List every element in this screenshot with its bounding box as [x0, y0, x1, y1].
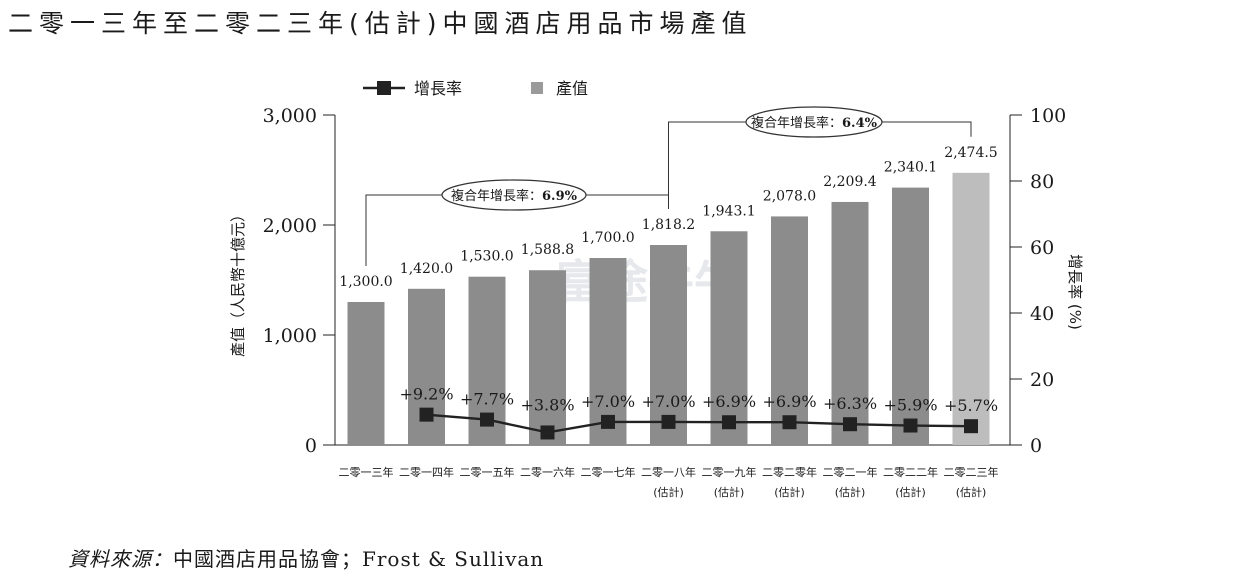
x-tick-label: 二零一三年 — [339, 465, 394, 479]
growth-point — [661, 414, 676, 429]
x-tick-label: 二零二三年 — [944, 465, 999, 479]
y-tick-label: 1,000 — [263, 325, 317, 347]
bar-value-label: 1,300.0 — [339, 274, 392, 290]
growth-label: +9.2% — [399, 385, 453, 404]
growth-line-path — [426, 413, 972, 434]
x-tick-sublabel: (估計) — [956, 485, 987, 499]
watermark-text: 富途牛牛 — [556, 255, 740, 309]
y-right-tick-label: 40 — [1030, 303, 1054, 325]
growth-point — [419, 407, 434, 422]
bar-value-label: 2,474.5 — [944, 145, 997, 161]
growth-point — [540, 425, 555, 440]
legend-marker — [377, 81, 391, 95]
x-tick-label: 二零一八年 — [641, 465, 696, 479]
x-tick-sublabel: (估計) — [895, 485, 926, 499]
y-axis-label: 產值（人民幣十億元） — [229, 207, 247, 357]
bar-value-label: 1,943.1 — [702, 203, 755, 219]
legend-value-label: 產值 — [556, 79, 588, 98]
cagr-2-ellipse — [745, 106, 883, 138]
bar — [347, 302, 385, 445]
bar-value-label: 1,818.2 — [642, 217, 695, 233]
bar-value-label: 1,420.0 — [400, 261, 453, 277]
growth-point — [722, 415, 736, 430]
cagr-annotations: 複合年增長率：6.9% 複合年增長率：6.4% — [365, 106, 972, 266]
y-tick-label: 2,000 — [263, 215, 317, 237]
growth-label: +3.8% — [520, 395, 574, 414]
x-tick-sublabel: (估計) — [714, 485, 745, 499]
growth-point — [601, 414, 615, 429]
bar-value-label: 1,700.0 — [581, 230, 634, 246]
x-tick-label: 二零二二年 — [883, 465, 938, 479]
growth-label: +6.3% — [823, 394, 877, 413]
chart: 富途牛牛 0 1,000 2,000 3,000 0 20 40 60 80 100 產值（人民幣十… — [229, 79, 1084, 499]
bar-value-label: 2,209.4 — [823, 174, 877, 190]
y-tick-label: 0 — [305, 435, 317, 457]
bar — [589, 258, 627, 445]
x-tick-label: 二零一六年 — [520, 465, 575, 479]
bar-value-label: 1,588.8 — [521, 242, 574, 258]
y-right-tick-label: 100 — [1030, 105, 1066, 127]
legend-bar-swatch — [531, 82, 543, 94]
legend-growth-label: 增長率 — [414, 79, 462, 98]
source-label: 資料來源： — [68, 547, 173, 571]
bars: 1,300.0 二零一三年 1,420.0 二零一四年 1,530.0 二零一五年 1,58… — [339, 145, 999, 499]
cagr-2-text: 複合年增長率：6.4% — [751, 115, 878, 131]
bar — [892, 187, 929, 446]
x-tick-label: 二零二零年 — [762, 465, 817, 479]
growth-point — [903, 418, 918, 433]
watermark: 富途牛牛 — [556, 255, 740, 309]
growth-point — [782, 415, 797, 430]
y-tick-label: 3,000 — [263, 105, 317, 127]
growth-label: +6.9% — [762, 392, 816, 411]
cagr-1-text: 複合年增長率：6.9% — [451, 188, 578, 204]
growth-point — [964, 419, 978, 434]
bar-value-label: 2,078.0 — [763, 188, 816, 204]
growth-point — [843, 417, 857, 432]
bar — [952, 172, 990, 445]
growth-label: +5.9% — [883, 396, 937, 415]
bar-value-label: 2,340.1 — [884, 160, 937, 176]
x-tick-label: 二零二一年 — [823, 465, 878, 479]
growth-line: +9.2% +7.7% +3.8% +7.0% +7.0% +6.9% +6.9% +6.3%… — [399, 385, 998, 440]
growth-label: +5.7% — [944, 396, 998, 415]
x-tick-label: 二零一七年 — [581, 465, 636, 479]
y-right-tick-label: 0 — [1030, 435, 1042, 457]
bar — [710, 231, 748, 445]
axes: 0 1,000 2,000 3,000 0 20 40 60 80 100 產值（人民幣十億元） 增長… — [229, 105, 1084, 457]
bar — [771, 216, 808, 445]
growth-point — [480, 412, 494, 427]
x-tick-sublabel: (估計) — [835, 485, 866, 499]
bar-value-label: 1,530.0 — [460, 249, 513, 265]
legend: 增長率 產值 — [363, 79, 588, 98]
growth-label: +7.0% — [641, 392, 695, 411]
x-tick-label: 二零一四年 — [399, 465, 454, 479]
cagr-1-ellipse — [441, 179, 587, 211]
x-tick-sublabel: (估計) — [774, 485, 805, 499]
growth-label: +7.7% — [460, 390, 514, 409]
y-right-axis-label: 增長率 (%) — [1066, 254, 1084, 330]
x-tick-label: 二零一五年 — [460, 465, 515, 479]
bar — [650, 244, 687, 445]
y-right-tick-label: 20 — [1030, 369, 1054, 391]
source-text: 中國酒店用品協會；Frost & Sullivan — [173, 547, 545, 571]
y-right-tick-label: 60 — [1030, 237, 1054, 259]
growth-label: +7.0% — [581, 392, 635, 411]
y-right-tick-label: 80 — [1030, 171, 1054, 193]
source-note: 資料來源：中國酒店用品協會；Frost & Sullivan — [68, 543, 544, 572]
growth-label: +6.9% — [702, 392, 756, 411]
x-tick-sublabel: (估計) — [653, 485, 684, 499]
bar — [831, 201, 869, 445]
x-tick-label: 二零一九年 — [702, 465, 757, 479]
bar — [529, 270, 566, 445]
page-title: 二零一三年至二零二三年(估計)中國酒店用品市場產值 — [8, 9, 753, 38]
